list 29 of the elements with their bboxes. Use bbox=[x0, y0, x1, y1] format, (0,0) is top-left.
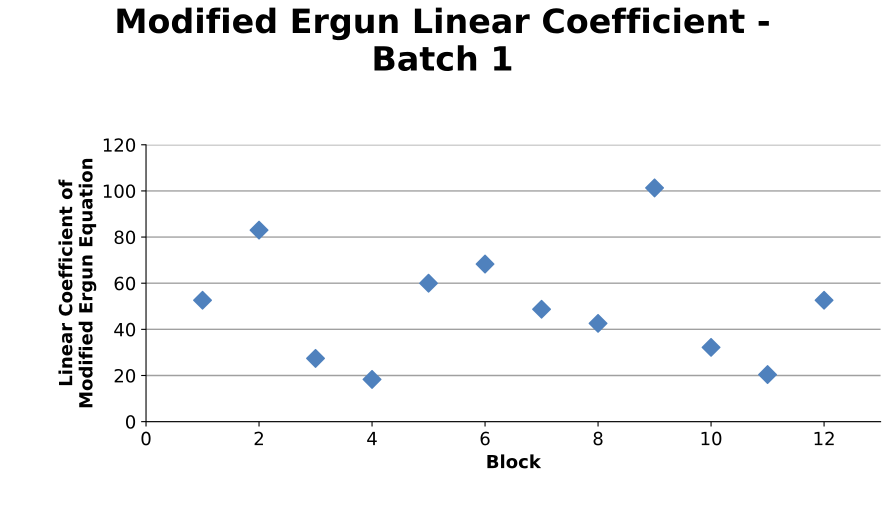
x-tick-label: 12 bbox=[814, 432, 834, 446]
y-tick-label: 40 bbox=[114, 322, 136, 336]
y-tick-label: 0 bbox=[126, 415, 136, 429]
point bbox=[758, 365, 778, 384]
y-tick-label: 120 bbox=[104, 138, 136, 152]
point bbox=[588, 314, 608, 333]
point bbox=[814, 290, 834, 310]
x-tick-label: 6 bbox=[480, 432, 490, 446]
y-tick-label: 100 bbox=[104, 184, 136, 198]
y-tick-label: 60 bbox=[114, 276, 136, 290]
y-tick-label: 80 bbox=[114, 230, 136, 244]
point bbox=[250, 220, 269, 240]
y-axis-title: Linear Coefficient of Modified Ergun Equation bbox=[58, 158, 96, 408]
point bbox=[362, 370, 382, 389]
x-tick-label: 10 bbox=[702, 432, 722, 446]
x-tick-label: 2 bbox=[254, 432, 263, 446]
point bbox=[306, 348, 326, 368]
point bbox=[476, 254, 495, 274]
x-tick-label: 0 bbox=[141, 432, 151, 446]
point bbox=[419, 274, 438, 293]
point bbox=[532, 300, 552, 319]
y-tick-label: 20 bbox=[114, 368, 136, 383]
point bbox=[645, 178, 664, 198]
chart-title: Modified Ergun Linear Coefficient - Batch 1 bbox=[117, 8, 769, 72]
point bbox=[702, 338, 721, 357]
x-tick-label: 4 bbox=[367, 432, 377, 446]
x-axis-title: Block bbox=[487, 454, 542, 468]
point bbox=[193, 290, 212, 310]
x-tick-label: 8 bbox=[594, 432, 603, 446]
